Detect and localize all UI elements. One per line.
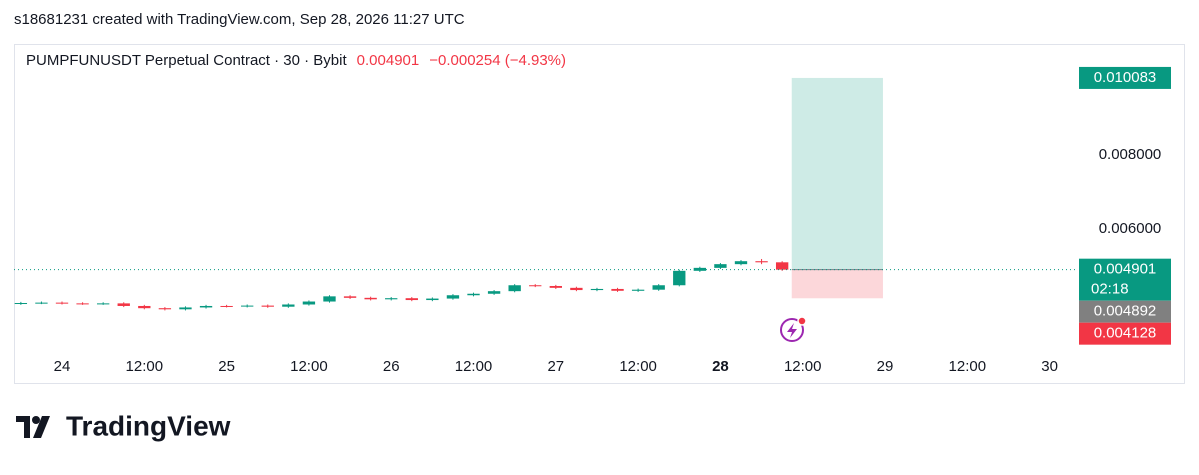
- x-tick-label: 12:00: [619, 358, 657, 375]
- x-tick-label: 27: [547, 358, 564, 375]
- price-label: 0.004901: [1094, 261, 1157, 278]
- candle-body: [302, 301, 316, 305]
- candle-body: [220, 305, 233, 307]
- candle-body: [775, 262, 789, 270]
- candle-body: [138, 305, 151, 309]
- price-label-bg: [1079, 322, 1171, 345]
- candle-body: [405, 298, 418, 301]
- candle-body: [426, 298, 439, 301]
- candle-body: [96, 303, 110, 305]
- candle-body: [590, 288, 604, 291]
- countdown: 02:18: [1091, 281, 1129, 298]
- candle-body: [487, 291, 501, 294]
- candle-body: [529, 285, 542, 287]
- x-tick-label: 25: [218, 358, 235, 375]
- candle-body: [611, 288, 624, 291]
- candle-body: [508, 285, 521, 292]
- candle-body: [364, 297, 377, 300]
- alert-icon: [780, 316, 807, 342]
- x-tick-label: 12:00: [455, 358, 493, 375]
- plot: [14, 77, 1075, 311]
- price-label-bg: [1079, 300, 1171, 323]
- candle-body: [549, 285, 562, 288]
- candle-body: [55, 302, 69, 304]
- y-tick-label: 0.006000: [1099, 220, 1162, 237]
- candle-body: [261, 305, 274, 307]
- x-tick-label: 26: [383, 358, 400, 375]
- candle-body: [14, 303, 28, 305]
- price-label-bg: [1079, 258, 1171, 301]
- candle-body: [734, 261, 748, 265]
- candle-body: [446, 295, 460, 299]
- candle-body: [467, 293, 480, 296]
- credit: s18681231 created with TradingView.com, …: [14, 11, 465, 28]
- candle-body: [35, 302, 48, 304]
- y-tick-label: 0.008000: [1099, 146, 1162, 163]
- candle-body: [652, 285, 665, 290]
- price-label: 0.004128: [1094, 325, 1157, 342]
- candle-body: [693, 267, 707, 271]
- candle-body: [755, 261, 768, 263]
- brand: TradingView: [66, 410, 231, 441]
- target-zone: [791, 77, 883, 270]
- candle-body: [158, 308, 172, 310]
- x-tick-label: 28: [712, 358, 729, 375]
- candle-body: [117, 303, 130, 306]
- candle-body: [385, 298, 398, 300]
- candle-body: [673, 270, 686, 286]
- candle-body: [241, 305, 254, 307]
- frame: [14, 44, 1185, 384]
- stop-zone: [791, 269, 883, 299]
- change: −0.000254 (−4.93%): [429, 52, 566, 69]
- price-label-bg: [1079, 66, 1171, 89]
- price-label: 0.004892: [1094, 303, 1157, 320]
- candle-body: [76, 303, 89, 305]
- candle-body: [570, 287, 583, 291]
- candle-body: [323, 296, 336, 302]
- logo: [16, 416, 50, 438]
- candle-body: [714, 264, 727, 268]
- x-tick-label: 12:00: [949, 358, 987, 375]
- candle-body: [631, 289, 645, 291]
- candle-body: [199, 305, 213, 308]
- candle-body: [179, 307, 192, 310]
- x-tick-label: 29: [877, 358, 894, 375]
- candle-body: [282, 304, 295, 307]
- x-tick-label: 12:00: [126, 358, 164, 375]
- last-price: 0.004901: [357, 52, 420, 69]
- x-tick-label: 12:00: [784, 358, 822, 375]
- symbol: PUMPFUNUSDT Perpetual Contract · 30 · By…: [26, 52, 347, 69]
- price-label: 0.010083: [1094, 69, 1157, 86]
- x-tick-label: 12:00: [290, 358, 328, 375]
- candle-body: [343, 296, 357, 298]
- x-tick-label: 24: [54, 358, 71, 375]
- x-tick-label: 30: [1041, 358, 1058, 375]
